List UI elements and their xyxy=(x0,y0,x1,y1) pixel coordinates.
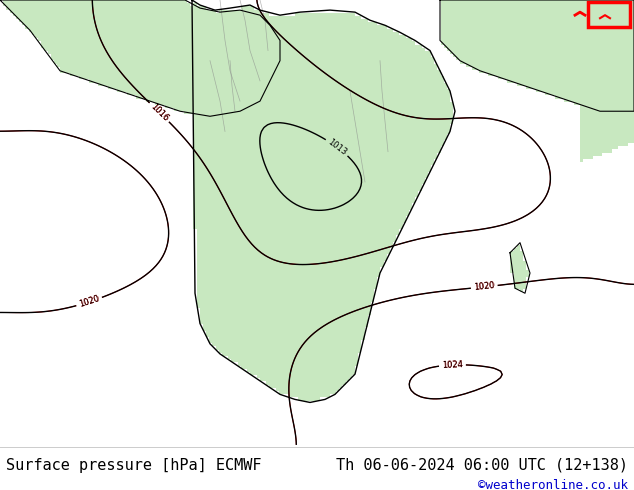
Text: 1020: 1020 xyxy=(474,281,495,293)
Text: 1024: 1024 xyxy=(442,360,463,370)
Text: Surface pressure [hPa] ECMWF: Surface pressure [hPa] ECMWF xyxy=(6,458,262,473)
Text: 1013: 1013 xyxy=(326,137,348,157)
Point xyxy=(0,441,5,449)
Text: 1016: 1016 xyxy=(148,102,170,123)
Text: Th 06-06-2024 06:00 UTC (12+138): Th 06-06-2024 06:00 UTC (12+138) xyxy=(335,458,628,473)
Text: ©weatheronline.co.uk: ©weatheronline.co.uk xyxy=(477,479,628,490)
Text: 1024: 1024 xyxy=(442,360,463,370)
Bar xyxy=(588,2,630,26)
Point xyxy=(0,441,5,449)
Text: 1020: 1020 xyxy=(78,294,101,309)
Text: 1020: 1020 xyxy=(78,294,101,309)
Point xyxy=(0,441,5,449)
Text: 1020: 1020 xyxy=(474,281,495,293)
Point xyxy=(0,441,5,449)
Text: 1016: 1016 xyxy=(148,102,170,123)
